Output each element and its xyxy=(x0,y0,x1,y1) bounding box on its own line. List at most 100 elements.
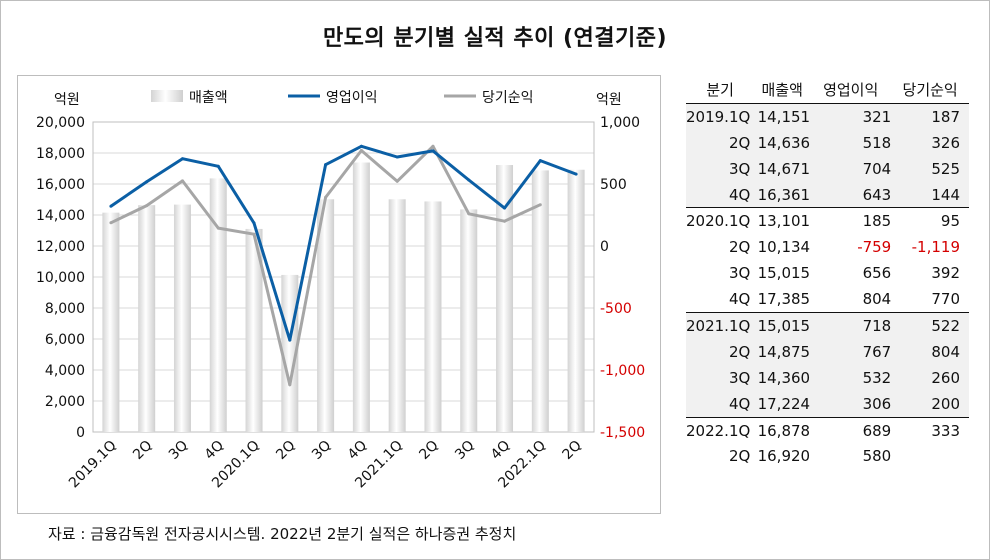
left-axis-tick-label: 20,000 xyxy=(36,115,85,131)
left-axis-tick-label: 2,000 xyxy=(45,394,85,410)
table-cell: 200 xyxy=(891,390,969,418)
table-row: 4Q 16,361 643 144 xyxy=(686,181,969,208)
left-axis-tick-label: 18,000 xyxy=(36,146,85,162)
table-cell: 16,920 xyxy=(757,447,811,466)
bar xyxy=(209,178,227,432)
table-cell: 2020.1Q xyxy=(686,207,755,235)
left-axis-tick-label: 0 xyxy=(76,425,85,441)
left-axis-tick-label: 14,000 xyxy=(36,208,85,224)
right-axis-tick-label: 1,000 xyxy=(600,115,640,131)
table-cell: 2021.1Q xyxy=(686,312,755,339)
operating-profit-point xyxy=(574,172,578,176)
table-cell: 306 xyxy=(810,390,892,418)
net-income-point xyxy=(503,219,507,223)
bar xyxy=(352,162,370,432)
table-cell: 14,636 xyxy=(754,129,811,156)
bar xyxy=(460,209,478,432)
table-row: 3Q 14,360 532 260 xyxy=(686,364,969,391)
table-cell: 14,360 xyxy=(754,364,811,391)
operating-profit-point xyxy=(538,159,542,163)
table-cell: 525 xyxy=(891,155,969,182)
net-income-point xyxy=(538,203,542,207)
x-tick-label: 2Q xyxy=(130,438,155,463)
operating-profit-point xyxy=(359,144,363,148)
table-row: 2Q 14,875 767 804 xyxy=(686,338,969,365)
net-income-point xyxy=(216,226,220,230)
net-income-point xyxy=(145,204,149,208)
table-header-cell: 당기순익 xyxy=(891,77,969,104)
table-cell: 144 xyxy=(891,181,969,208)
table-cell: 770 xyxy=(931,290,960,309)
x-tick-label: 4Q xyxy=(202,438,227,463)
bar xyxy=(138,205,156,432)
right-axis-tick-label: -500 xyxy=(600,301,632,317)
table-cell: 2Q xyxy=(728,238,751,257)
table-cell: 14,671 xyxy=(754,155,811,182)
table-cell: 16,878 xyxy=(754,416,811,444)
table-cell: 532 xyxy=(810,364,892,391)
table-cell: 2Q xyxy=(686,129,755,156)
bar xyxy=(531,170,549,432)
table-cell: 704 xyxy=(810,155,892,182)
table-cell xyxy=(891,443,969,469)
legend-label-operating-profit: 영업이익 xyxy=(326,90,378,106)
operating-profit-point xyxy=(180,157,184,161)
left-axis-tick-label: 4,000 xyxy=(45,363,85,379)
table-row: 2Q 14,636 518 326 xyxy=(686,129,969,156)
x-tick-label: 4Q xyxy=(488,438,513,463)
legend-label-net-income: 당기순익 xyxy=(482,90,534,106)
table-cell: 333 xyxy=(891,416,969,444)
table-cell: 95 xyxy=(891,207,969,235)
right-axis-tick-label: -1,000 xyxy=(600,363,645,379)
table-row: 2020.1Q 13,101 185 95 xyxy=(686,207,969,235)
net-income-point xyxy=(109,221,113,225)
x-tick-label: 2Q xyxy=(273,438,298,463)
table-row: 2022.1Q 16,878 689 333 xyxy=(686,416,969,444)
net-income-point xyxy=(252,232,256,236)
table-header-cell: 매출액 xyxy=(754,77,811,104)
table-cell: 187 xyxy=(891,103,969,130)
table-cell: 326 xyxy=(891,129,969,156)
table-row: 4Q 17,385 804 770 xyxy=(686,286,969,312)
left-axis-tick-label: 6,000 xyxy=(45,332,85,348)
net-income-point xyxy=(180,179,184,183)
table-cell: 14,875 xyxy=(754,338,811,365)
left-axis-tick-label: 10,000 xyxy=(36,270,85,286)
table-cell: 17,385 xyxy=(757,290,811,309)
operating-profit-line xyxy=(110,144,577,342)
operating-profit-point xyxy=(431,149,435,153)
operating-profit-point xyxy=(395,155,399,159)
right-axis-tick-label: -1,500 xyxy=(600,425,645,441)
left-axis-unit: 억원 xyxy=(54,92,80,108)
table-cell: 4Q xyxy=(686,181,755,208)
net-income-point xyxy=(359,149,363,153)
table-row: 3Q 14,671 704 525 xyxy=(686,155,969,182)
right-axis-tick-label: 0 xyxy=(600,239,609,255)
table-cell: 2Q xyxy=(728,447,751,466)
results-table: 분기 매출액 영업이익 당기순익 2019.1Q 14,151 321 187 2Q 14,636… xyxy=(686,77,969,469)
operating-profit-point xyxy=(467,178,471,182)
bar xyxy=(388,199,406,432)
table-cell: 3Q xyxy=(728,264,751,283)
operating-profit-point xyxy=(324,163,328,167)
net-income-point xyxy=(395,179,399,183)
operating-profit-point xyxy=(109,204,113,208)
table-cell: 392 xyxy=(931,264,960,283)
table-cell: 321 xyxy=(810,103,892,130)
table-row: 2021.1Q 15,015 718 522 xyxy=(686,312,969,339)
table-cell: 2019.1Q xyxy=(686,103,755,130)
x-tick-label: 3Q xyxy=(452,438,477,463)
table-cell: 3Q xyxy=(686,364,755,391)
table-cell: 718 xyxy=(810,312,892,339)
table-cell: 4Q xyxy=(728,290,751,309)
right-axis-tick-label: 500 xyxy=(600,177,627,193)
table-cell: -1,119 xyxy=(911,238,960,257)
bar xyxy=(102,212,120,432)
net-income-point xyxy=(467,212,471,216)
bar xyxy=(424,201,442,432)
table-cell: 15,015 xyxy=(754,312,811,339)
page-title: 만도의 분기별 실적 추이 (연결기준) xyxy=(322,26,668,51)
table-cell: 767 xyxy=(810,338,892,365)
table-cell: 14,151 xyxy=(754,103,811,130)
table-cell: 16,361 xyxy=(754,181,811,208)
